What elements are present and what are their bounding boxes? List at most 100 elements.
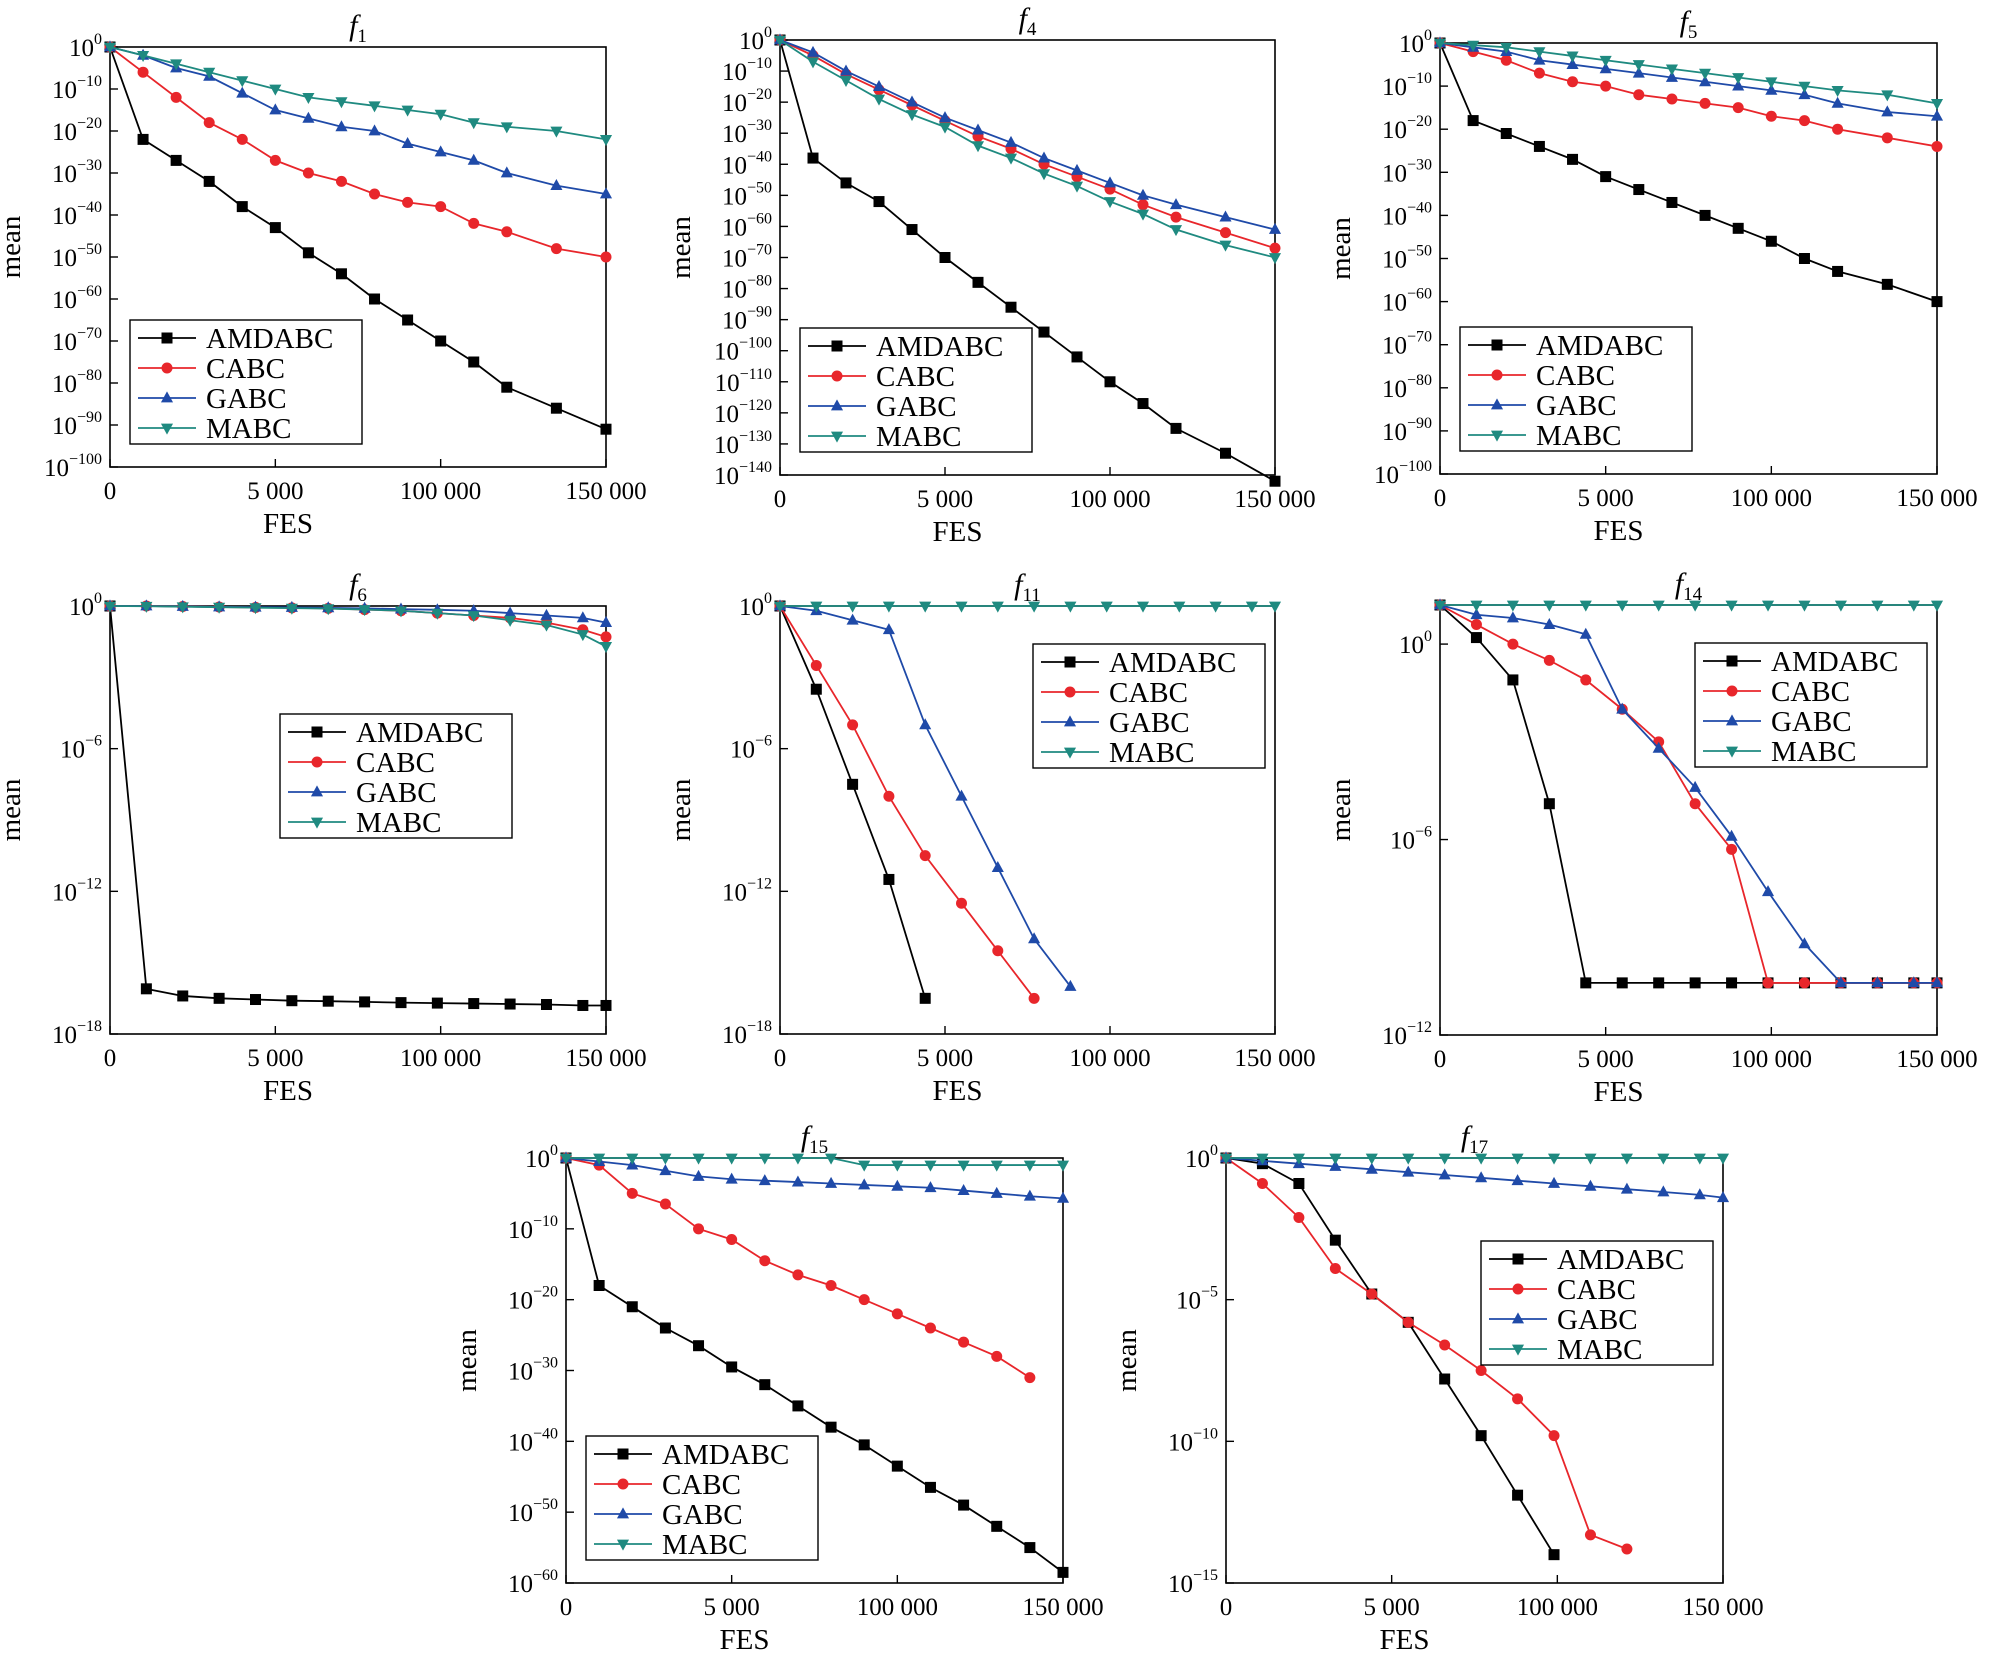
data-point <box>335 120 348 132</box>
data-point <box>1269 242 1281 254</box>
data-point <box>659 1164 672 1176</box>
data-point <box>1024 1372 1036 1384</box>
data-point <box>302 167 314 179</box>
data-point <box>1004 153 1018 165</box>
data-point <box>626 1187 638 1199</box>
y-axis-label: mean <box>1325 778 1357 841</box>
data-point <box>249 603 262 615</box>
legend-marker <box>830 431 844 443</box>
data-point <box>1871 600 1884 612</box>
data-point <box>435 201 447 213</box>
data-point <box>1732 79 1745 91</box>
y-tick-label: 10−18 <box>722 1018 772 1049</box>
y-tick-label: 100 <box>69 31 102 62</box>
data-point <box>1543 798 1555 810</box>
y-tick-label: 10−15 <box>1168 1567 1218 1598</box>
y-tick-label: 100 <box>1399 27 1432 58</box>
data-point <box>1761 600 1775 612</box>
data-point <box>1798 88 1811 100</box>
data-point <box>1104 376 1116 388</box>
data-point <box>1500 54 1512 66</box>
y-tick-label: 10−10 <box>1382 70 1432 101</box>
data-point <box>103 601 117 613</box>
data-point <box>1137 199 1149 211</box>
data-point <box>559 1153 573 1165</box>
legend-marker <box>1512 1283 1524 1295</box>
data-point <box>1439 1339 1451 1351</box>
data-point <box>1761 885 1775 897</box>
data-point <box>1765 83 1778 95</box>
legend-marker <box>1726 655 1738 667</box>
legend-marker <box>1064 656 1076 668</box>
y-tick-label: 10−90 <box>52 409 102 440</box>
y-tick-label: 10−5 <box>1176 1284 1218 1315</box>
series-line <box>779 39 1276 250</box>
data-point <box>203 175 215 187</box>
data-point <box>431 608 444 620</box>
data-point <box>103 42 117 54</box>
data-point <box>659 1322 671 1334</box>
data-point <box>550 126 563 138</box>
data-point <box>1169 198 1183 210</box>
x-tick-label: 5 000 <box>1578 485 1634 512</box>
data-point <box>593 1153 606 1165</box>
x-tick-label: 150 000 <box>1234 486 1315 513</box>
y-tick-label: 10−80 <box>52 367 102 398</box>
data-point <box>825 1280 837 1291</box>
data-point <box>599 135 613 146</box>
data-point <box>1616 977 1628 989</box>
chart-title: f17 <box>1461 1120 1488 1158</box>
x-axis-label: FES <box>263 508 313 540</box>
data-point <box>726 1233 738 1245</box>
data-point <box>177 990 189 1002</box>
data-point <box>1600 171 1612 183</box>
series-line <box>779 39 1276 231</box>
x-tick-label: 100 000 <box>1517 1594 1598 1621</box>
data-point <box>434 145 447 157</box>
data-point <box>846 613 859 625</box>
data-point <box>1567 153 1579 165</box>
data-point <box>1693 1188 1706 1200</box>
data-point <box>1652 600 1665 612</box>
legend-marker <box>1725 714 1739 726</box>
data-point <box>1056 1160 1070 1172</box>
data-point <box>1633 89 1645 101</box>
data-point <box>1511 1174 1524 1186</box>
data-point <box>939 252 951 263</box>
data-point <box>1579 600 1592 612</box>
y-tick-label: 10−130 <box>714 428 772 459</box>
legend-marker <box>160 391 174 403</box>
data-point <box>1693 1153 1706 1165</box>
data-point <box>170 59 183 71</box>
data-point <box>924 1181 937 1193</box>
data-point <box>693 1223 705 1235</box>
data-point <box>1881 278 1893 290</box>
data-point <box>1070 163 1084 175</box>
data-point <box>882 601 895 613</box>
data-point <box>359 996 371 1008</box>
y-tick-label: 10−6 <box>60 733 102 764</box>
x-tick-label: 150 000 <box>1896 1046 1977 1073</box>
series-mabc <box>773 601 1282 613</box>
legend-marker <box>160 423 174 435</box>
y-tick-label: 10−50 <box>508 1496 558 1527</box>
x-tick-label: 5 000 <box>1364 1594 1420 1621</box>
legend-label: AMDABC <box>1771 646 1898 678</box>
y-tick-label: 100 <box>1399 628 1432 659</box>
series-gabc <box>773 33 1282 234</box>
data-point <box>1293 1212 1305 1223</box>
data-point <box>1931 140 1943 152</box>
data-point <box>1433 600 1447 612</box>
data-point <box>1470 619 1482 631</box>
x-axis-label: FES <box>1380 1624 1430 1656</box>
data-point <box>1219 240 1232 252</box>
data-point <box>1402 1165 1415 1177</box>
chart-panel-17: 0 5 000 100 000 150 000 100 10−5 10−10 10−15 FES… <box>1111 1120 1764 1656</box>
data-point <box>600 999 612 1011</box>
data-point <box>858 1294 870 1306</box>
series-line <box>1439 42 1938 105</box>
data-point <box>1366 1288 1378 1300</box>
data-point <box>1220 227 1231 239</box>
data-point <box>1765 77 1778 89</box>
